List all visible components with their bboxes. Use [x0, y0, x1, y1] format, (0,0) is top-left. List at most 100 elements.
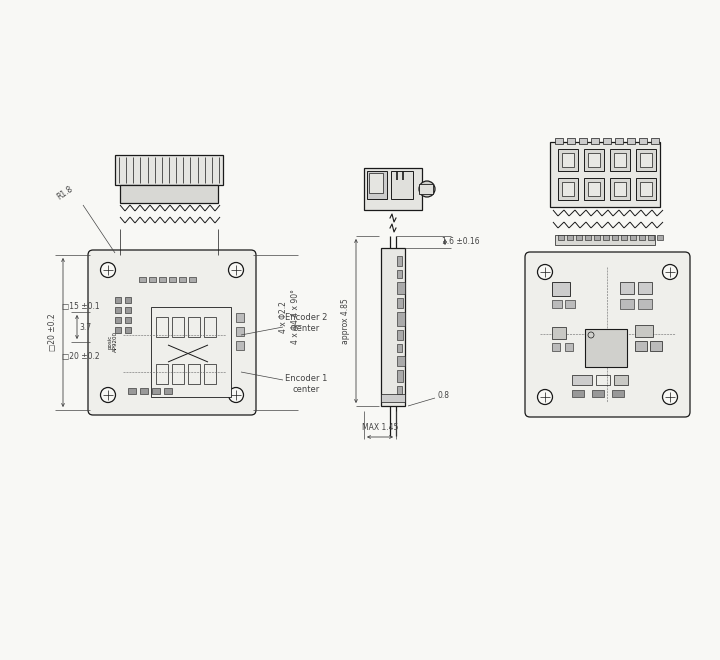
Circle shape	[101, 263, 115, 277]
Bar	[120, 185, 218, 203]
Text: R1.8: R1.8	[55, 184, 75, 202]
Bar	[189, 277, 196, 282]
Bar	[125, 297, 131, 303]
Text: 4 x Φ4.4 x 90°: 4 x Φ4.4 x 90°	[290, 290, 300, 345]
Bar	[565, 343, 573, 351]
Bar	[164, 388, 172, 394]
Bar	[584, 178, 604, 200]
Bar	[397, 282, 405, 294]
Bar	[610, 149, 630, 171]
Bar	[236, 327, 244, 336]
Bar	[179, 277, 186, 282]
Circle shape	[538, 389, 552, 405]
Bar	[592, 390, 604, 397]
Bar	[397, 386, 402, 394]
Bar	[567, 235, 573, 240]
Bar	[236, 341, 244, 350]
Text: □15 ±0.1: □15 ±0.1	[62, 302, 100, 312]
Bar	[381, 394, 405, 402]
Bar	[552, 327, 566, 339]
Bar	[620, 299, 634, 309]
Bar	[369, 173, 383, 193]
Text: 3.7: 3.7	[79, 323, 91, 331]
Text: 1.6 ±0.16: 1.6 ±0.16	[442, 238, 480, 246]
Bar	[638, 299, 652, 309]
Bar	[558, 235, 564, 240]
Bar	[650, 341, 662, 351]
Bar	[364, 168, 422, 210]
Text: 4 x Φ2.2: 4 x Φ2.2	[279, 301, 287, 333]
Text: posic
AP9200: posic AP9200	[107, 331, 118, 352]
Bar	[635, 325, 653, 337]
Bar	[591, 138, 599, 144]
Bar	[188, 317, 200, 337]
Bar	[627, 138, 635, 144]
Bar	[159, 277, 166, 282]
Bar	[562, 153, 574, 167]
Bar	[558, 178, 578, 200]
Bar	[397, 344, 402, 352]
Bar	[562, 182, 574, 196]
Bar	[610, 178, 630, 200]
Bar	[204, 317, 216, 337]
Bar	[639, 138, 647, 144]
Bar	[639, 235, 645, 240]
Bar	[550, 142, 660, 207]
Bar	[140, 388, 148, 394]
Circle shape	[228, 263, 243, 277]
Bar	[612, 235, 618, 240]
Bar	[636, 178, 656, 200]
Text: □20 ±0.2: □20 ±0.2	[62, 352, 100, 362]
Bar	[614, 153, 626, 167]
Bar	[172, 364, 184, 384]
Text: MAX 1.45: MAX 1.45	[362, 422, 398, 432]
Bar	[621, 235, 627, 240]
Bar	[397, 312, 405, 326]
Bar	[585, 235, 591, 240]
Circle shape	[419, 181, 435, 197]
Bar	[648, 235, 654, 240]
Bar	[397, 270, 402, 278]
Bar	[585, 329, 627, 367]
Bar	[636, 149, 656, 171]
Bar	[156, 364, 168, 384]
Bar	[635, 341, 647, 351]
Bar	[640, 182, 652, 196]
Bar	[125, 307, 131, 313]
Bar	[151, 307, 231, 397]
Text: Encoder 2
center: Encoder 2 center	[285, 314, 328, 333]
Bar	[588, 153, 600, 167]
Bar	[620, 282, 634, 294]
Bar	[552, 343, 560, 351]
Bar	[612, 390, 624, 397]
Bar	[584, 149, 604, 171]
Bar	[139, 277, 146, 282]
FancyBboxPatch shape	[525, 252, 690, 417]
Bar	[630, 235, 636, 240]
Bar	[572, 375, 592, 385]
Circle shape	[101, 387, 115, 403]
Bar	[149, 277, 156, 282]
Bar	[555, 235, 655, 245]
Bar	[594, 235, 600, 240]
Bar	[397, 356, 405, 366]
Bar	[169, 277, 176, 282]
Bar	[579, 138, 587, 144]
Bar	[125, 327, 131, 333]
Bar	[397, 370, 403, 382]
Bar	[558, 149, 578, 171]
Bar	[615, 138, 623, 144]
Bar	[419, 184, 433, 194]
Bar	[115, 155, 223, 185]
Bar	[614, 375, 628, 385]
Bar	[614, 182, 626, 196]
Bar	[397, 330, 403, 340]
Bar	[381, 248, 405, 406]
Bar	[640, 153, 652, 167]
Bar	[128, 388, 136, 394]
Bar	[596, 375, 610, 385]
Bar	[204, 364, 216, 384]
Bar	[188, 364, 200, 384]
Bar	[125, 317, 131, 323]
Text: Encoder 1
center: Encoder 1 center	[285, 374, 328, 394]
